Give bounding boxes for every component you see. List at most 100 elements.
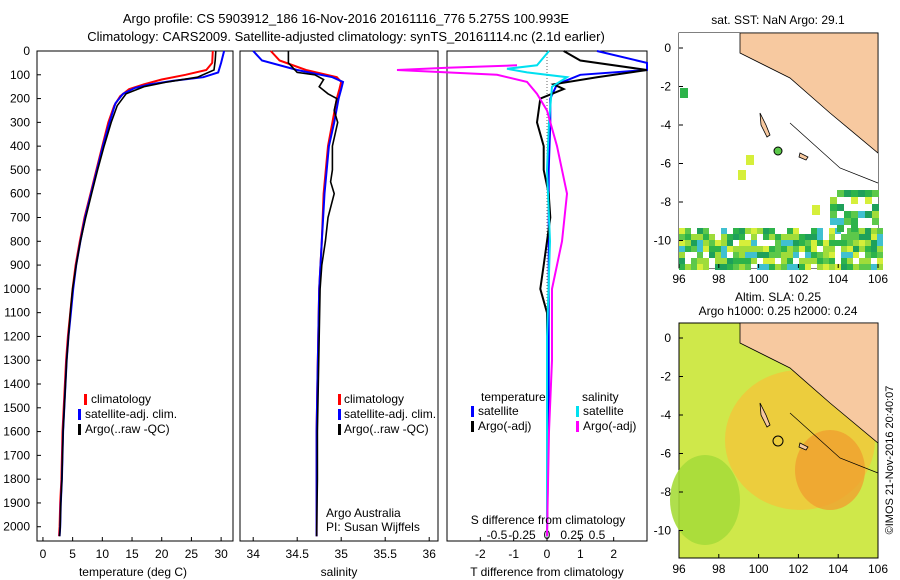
series-line-1 [252, 50, 345, 537]
depth-tick-label: 400 [10, 139, 30, 153]
sst-cell [685, 240, 691, 246]
map-y-tick-label: -10 [654, 234, 672, 248]
temperature-panel: 0100200300400500600700800900100011001200… [3, 44, 451, 579]
sst-cell [697, 228, 703, 234]
x-tick-label: 20 [155, 547, 169, 561]
sst-cell [830, 218, 837, 225]
sst-cell [877, 258, 883, 264]
sst-cell [697, 264, 703, 270]
salinity-legend-clim: climatology [344, 392, 404, 406]
depth-tick-label: 900 [10, 258, 30, 272]
sst-cell [763, 264, 769, 270]
sst-cell [805, 252, 811, 258]
sst-cell [837, 204, 844, 211]
sst-cell [733, 228, 739, 234]
depth-tick-label: 1100 [4, 306, 30, 320]
sst-cell [751, 228, 757, 234]
sst-cell [829, 234, 835, 240]
depth-tick-label: 300 [10, 115, 30, 129]
sst-cell [763, 246, 769, 252]
sst-cell [787, 234, 793, 240]
sst-cell [799, 258, 805, 264]
legend-swatch-clim [84, 394, 87, 405]
x-tick-label: 25 [185, 547, 199, 561]
sst-cell [751, 234, 757, 240]
sst-cell [769, 264, 775, 270]
legend-title-temperature: temperature [481, 390, 546, 404]
sst-cell [830, 197, 837, 204]
sst-cell [775, 240, 781, 246]
sst-cell [871, 246, 877, 252]
sst-cell [835, 240, 841, 246]
x-tick-label: 35 [335, 547, 349, 561]
sst-cell [829, 252, 835, 258]
sst-cell [769, 258, 775, 264]
sst-cell [865, 252, 871, 258]
sst-cell [844, 218, 851, 225]
temperature-plot-frame [36, 50, 234, 542]
map-y-tick-label: -2 [660, 370, 671, 384]
sst-cell [859, 258, 865, 264]
sst-cell [847, 264, 853, 270]
temperature-legend-sat: satellite-adj. clim. [85, 407, 177, 421]
salinity-legend-sat: satellite-adj. clim. [344, 407, 436, 421]
sst-cell [865, 190, 872, 197]
map-x-tick-label: 98 [712, 272, 726, 286]
sst-cell [751, 258, 757, 264]
legend-swatch-t-argo [471, 421, 474, 432]
map-x-tick-label: 102 [788, 272, 808, 286]
sst-cell [858, 190, 865, 197]
sst-cell [793, 228, 799, 234]
map-x-tick-label: 100 [749, 272, 769, 286]
sst-cell [859, 234, 865, 240]
sst-cell [703, 258, 709, 264]
sst-cell [799, 234, 805, 240]
depth-tick-label: 1300 [3, 353, 30, 367]
sst-cell [703, 228, 709, 234]
sst-cell [691, 246, 697, 252]
sst-cell [841, 234, 847, 240]
sst-cell [811, 240, 817, 246]
map-y-tick-label: 0 [664, 331, 671, 345]
s-diff-line-1 [396, 64, 569, 537]
map-y-tick-label: 0 [664, 41, 671, 55]
sst-cell [781, 258, 787, 264]
sst-cell [679, 246, 685, 252]
sst-cell [739, 240, 745, 246]
sst-cell [805, 234, 811, 240]
legend-swatch-clim [338, 394, 341, 405]
depth-tick-label: 1900 [3, 496, 30, 510]
sst-cell [691, 264, 697, 270]
sst-cell [853, 264, 859, 270]
sla-cool-anomaly [670, 455, 740, 545]
temperature-series [58, 50, 226, 537]
sst-cell [872, 218, 879, 225]
sst-cell [877, 228, 883, 234]
sst-cell [871, 252, 877, 258]
sst-cell [679, 252, 685, 258]
legend-swatch-argo [338, 424, 341, 435]
sst-cell [751, 246, 757, 252]
sst-cell [685, 228, 691, 234]
legend-swatch-s-sat [576, 406, 579, 417]
sst-cell [823, 252, 829, 258]
sst-cell [799, 246, 805, 252]
sla-map: Altim. SLA: 0.25 Argo h1000: 0.25 h2000:… [654, 290, 889, 576]
sst-cell [739, 258, 745, 264]
sst-cell [837, 218, 844, 225]
sst-cell [697, 234, 703, 240]
depth-tick-label: 1500 [3, 401, 30, 415]
sst-cell [721, 240, 727, 246]
sst-cell [805, 258, 811, 264]
sst-cell [763, 252, 769, 258]
s-tick-label: -0.5 [487, 528, 508, 542]
sst-cell [727, 264, 733, 270]
sst-cell [787, 228, 793, 234]
sst-cell [787, 264, 793, 270]
depth-tick-label: 2000 [3, 520, 30, 534]
difference-series [396, 50, 648, 537]
depth-tick-label: 1200 [3, 329, 30, 343]
sst-cell [823, 264, 829, 270]
sst-cell [715, 258, 721, 264]
sst-cell [721, 246, 727, 252]
